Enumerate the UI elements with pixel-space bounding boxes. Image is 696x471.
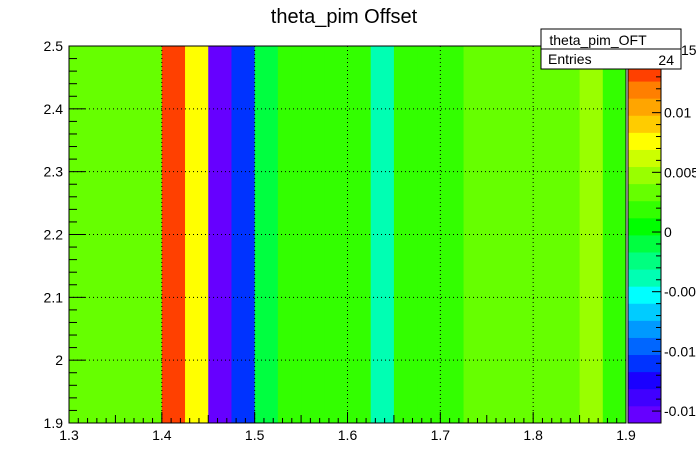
color-scale: 0.01 0.005 0 -0.00 -0.01 -0.01 15 bbox=[627, 42, 696, 424]
x-tick-label: 1.9 bbox=[616, 427, 636, 443]
heatmap-cell bbox=[556, 46, 581, 423]
x-tick-label: 1.3 bbox=[59, 427, 79, 443]
color-scale-label: -0.00 bbox=[664, 284, 696, 300]
heatmap-cell bbox=[324, 46, 348, 423]
color-scale-swatch bbox=[628, 303, 661, 321]
x-axis: 1.3 1.4 1.5 1.6 1.7 1.8 1.9 bbox=[59, 412, 636, 443]
y-tick-label: 2.2 bbox=[44, 227, 64, 243]
color-scale-swatch bbox=[628, 200, 661, 219]
color-scale-swatch bbox=[628, 320, 661, 338]
color-scale-swatch bbox=[628, 252, 661, 270]
x-tick-label: 1.8 bbox=[523, 427, 543, 443]
x-tick-label: 1.5 bbox=[245, 427, 265, 443]
heatmap-cell bbox=[347, 46, 372, 423]
color-scale-label: 0.01 bbox=[664, 105, 691, 121]
heatmap-cell bbox=[370, 46, 395, 423]
color-scale-label: 15 bbox=[681, 42, 696, 58]
color-scale-swatch bbox=[628, 115, 661, 133]
heatmap-cell bbox=[463, 46, 488, 423]
y-tick-label: 2.4 bbox=[44, 101, 64, 117]
y-tick-label: 2.3 bbox=[44, 164, 64, 180]
x-tick-label: 1.4 bbox=[152, 427, 172, 443]
y-tick-label: 2.5 bbox=[44, 38, 64, 54]
color-scale-swatch bbox=[628, 286, 661, 304]
heatmap-cells bbox=[69, 46, 627, 423]
color-scale-swatch bbox=[628, 183, 661, 202]
color-scale-swatch bbox=[628, 81, 661, 99]
color-scale-label: -0.01 bbox=[664, 403, 696, 419]
heatmap-cell bbox=[231, 46, 256, 423]
y-tick-label: 2 bbox=[55, 352, 63, 368]
y-axis: 1.9 2 2.1 2.2 2.3 2.4 2.5 bbox=[44, 38, 85, 431]
color-scale-swatch bbox=[628, 217, 661, 236]
x-tick-label: 1.7 bbox=[431, 427, 451, 443]
heatmap-cell bbox=[185, 46, 209, 423]
stats-box-entries-label: Entries bbox=[548, 51, 592, 67]
color-scale-label: 0.005 bbox=[664, 164, 696, 180]
heatmap-cell bbox=[440, 46, 465, 423]
color-scale-swatch bbox=[628, 269, 661, 287]
heatmap-cell bbox=[602, 46, 627, 423]
heatmap-cell bbox=[417, 46, 441, 423]
color-scale-swatch bbox=[628, 166, 661, 185]
heatmap-cell bbox=[208, 46, 232, 423]
color-scale-swatch bbox=[628, 354, 661, 373]
stats-box: theta_pim_OFT Entries 24 bbox=[540, 28, 682, 70]
heatmap-cell bbox=[486, 46, 511, 423]
chart-title: theta_pim Offset bbox=[271, 6, 418, 28]
color-scale-swatch bbox=[628, 405, 661, 424]
color-scale-swatch bbox=[628, 371, 661, 390]
color-scale-swatch bbox=[628, 388, 661, 407]
color-scale-swatch bbox=[628, 98, 661, 116]
color-scale-swatch bbox=[628, 235, 661, 253]
stats-box-entries-value: 24 bbox=[658, 52, 674, 68]
color-scale-label: -0.01 bbox=[664, 343, 696, 359]
color-scale-label: 0 bbox=[664, 224, 672, 240]
color-scale-swatch bbox=[628, 149, 661, 168]
grid-lines bbox=[69, 46, 626, 423]
heatmap-cell bbox=[301, 46, 325, 423]
y-tick-label: 1.9 bbox=[44, 415, 64, 431]
y-tick-label: 2.1 bbox=[44, 289, 64, 305]
x-tick-label: 1.6 bbox=[338, 427, 358, 443]
color-scale-swatch bbox=[628, 132, 661, 150]
color-scale-swatch bbox=[628, 337, 661, 356]
heatmap-cell bbox=[579, 46, 604, 423]
stats-box-name: theta_pim_OFT bbox=[549, 32, 647, 48]
heatmap-cell bbox=[254, 46, 279, 423]
